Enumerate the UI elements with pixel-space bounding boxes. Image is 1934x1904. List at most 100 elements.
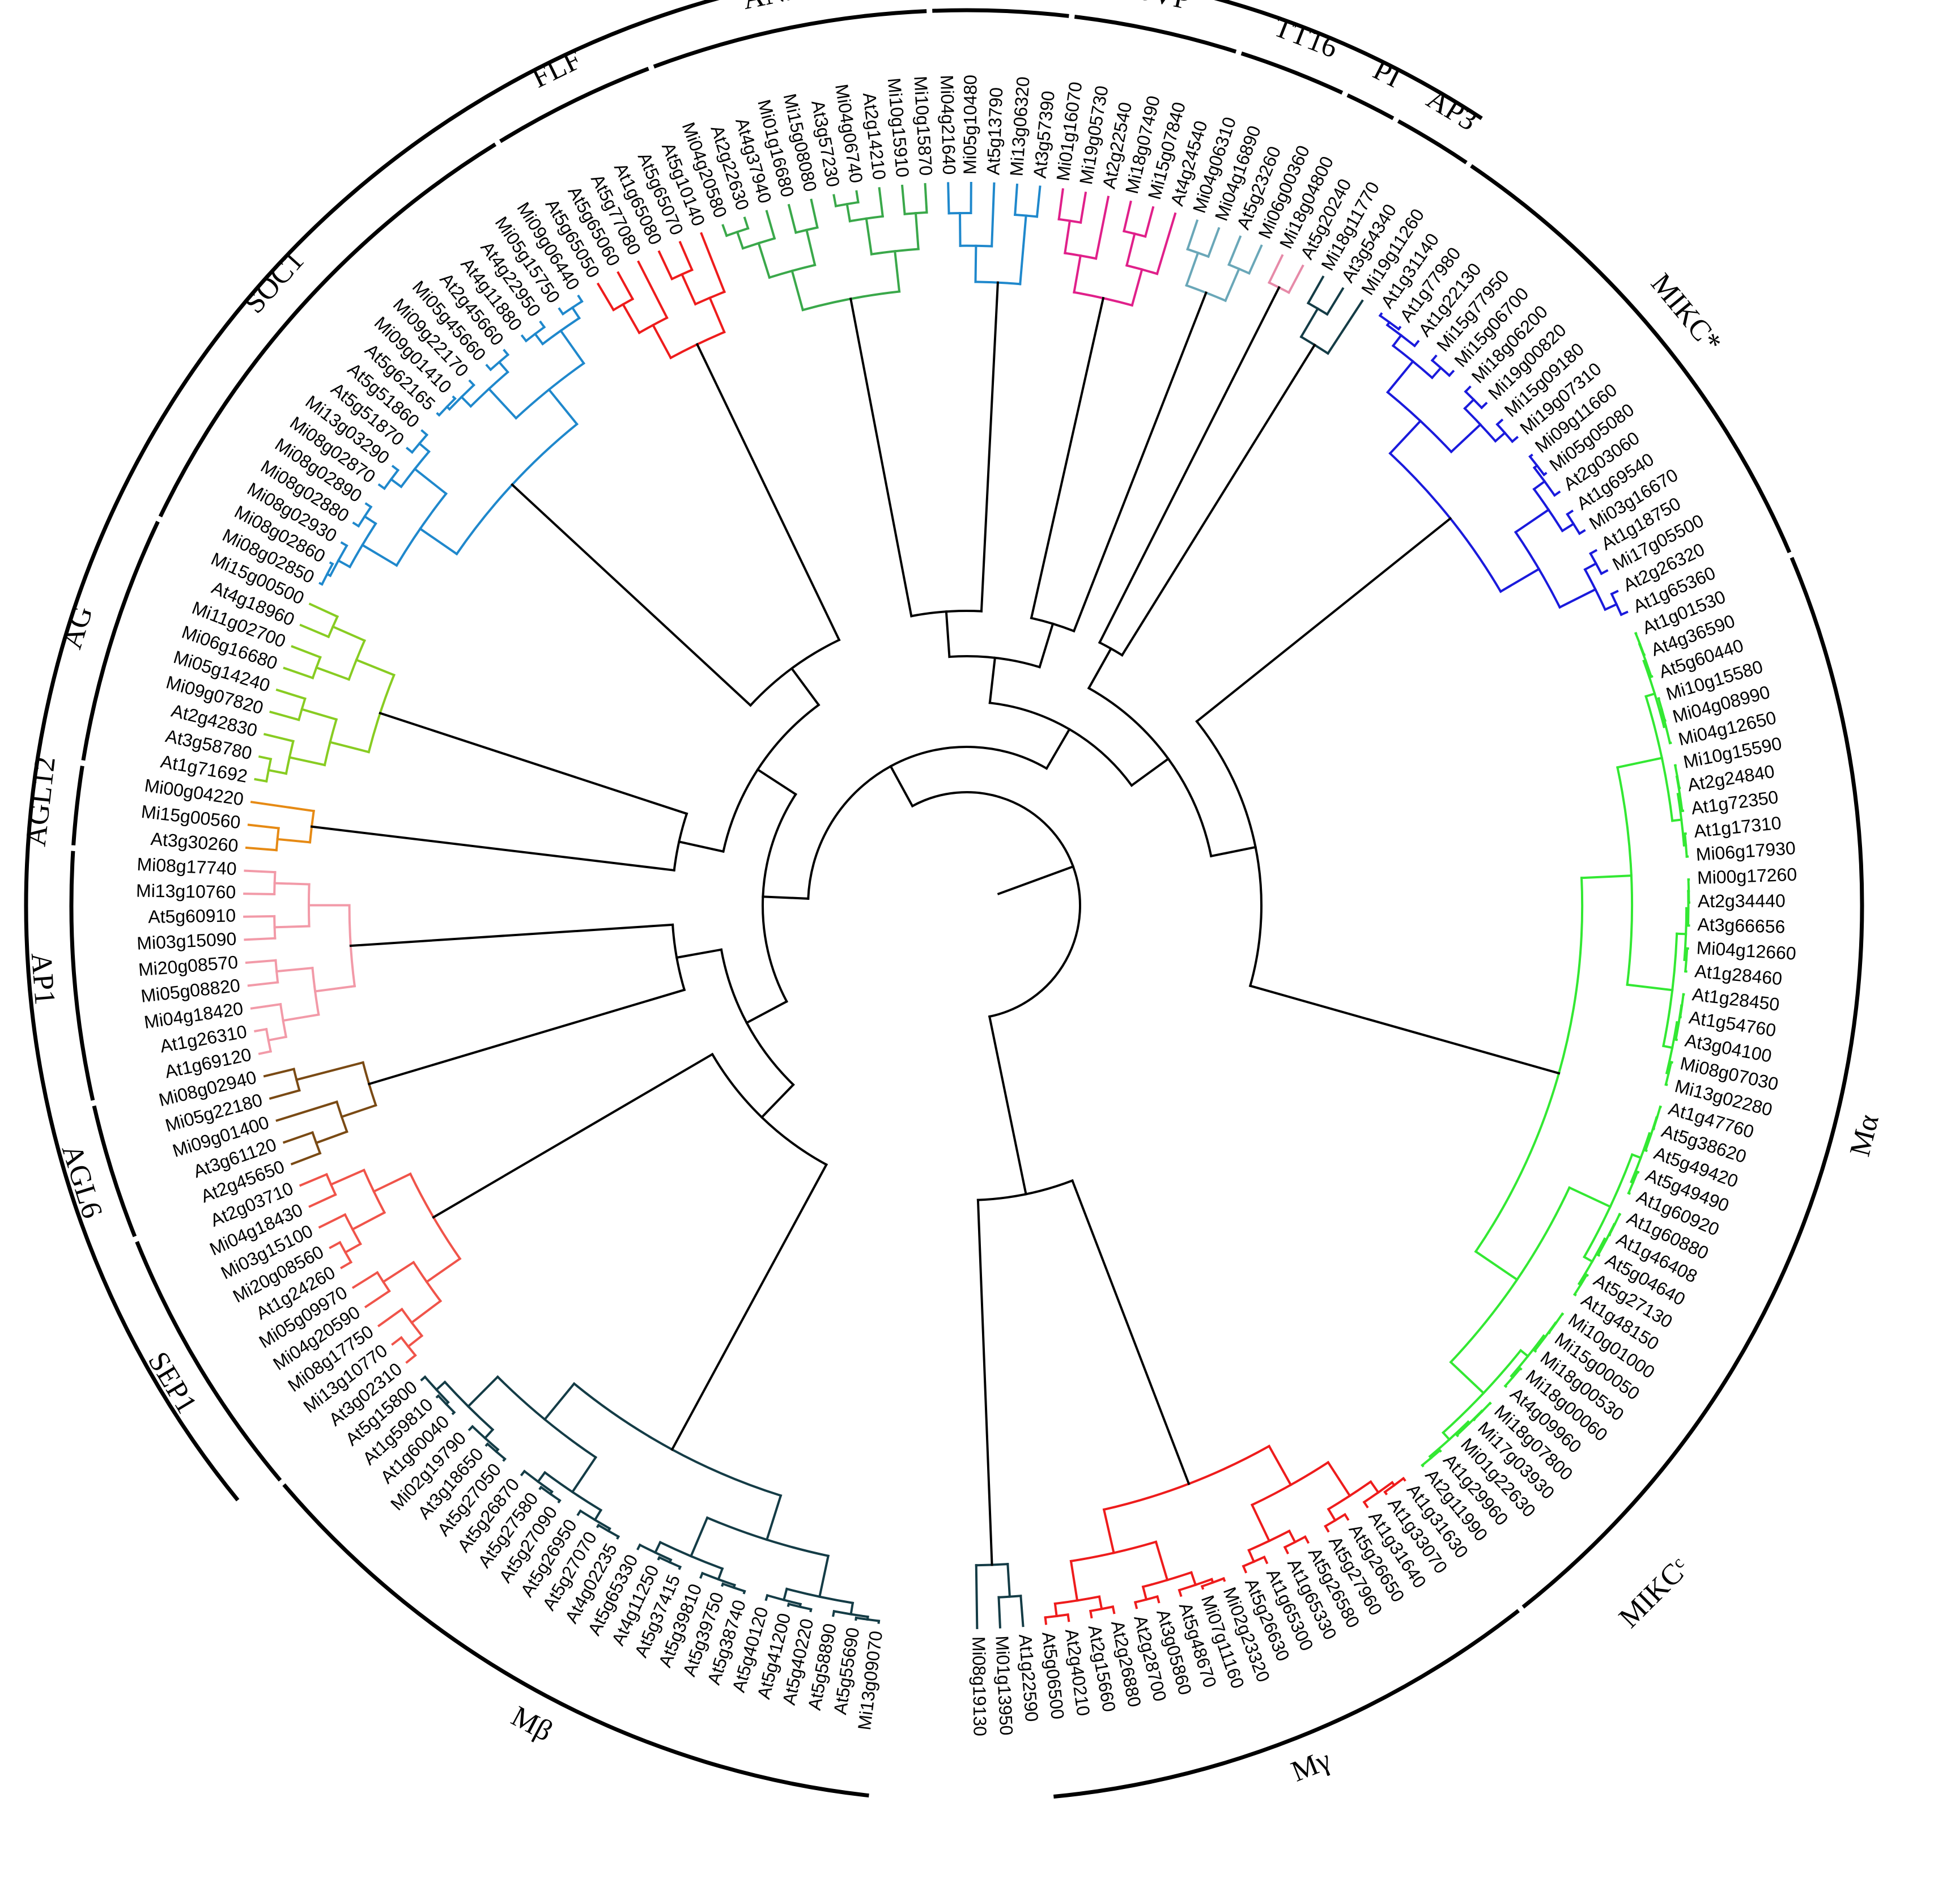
tree-branch	[1287, 1529, 1297, 1544]
tree-branch	[1064, 219, 1072, 254]
tree-branch	[762, 895, 810, 900]
tree-branch	[1125, 232, 1136, 267]
tree-leaf-labels: Mi13g09070At5g55690At5g58890At5g40220At5…	[136, 75, 1797, 1736]
tree-branch	[245, 846, 278, 852]
tree-branch	[1626, 983, 1674, 992]
tree-branch	[1019, 1595, 1025, 1627]
tree-branch	[1123, 200, 1132, 233]
tree-branch	[511, 483, 753, 707]
tree-branch	[1369, 1480, 1380, 1494]
tree-branch	[263, 1068, 295, 1078]
tree-branch	[670, 1163, 828, 1451]
tree-branch	[318, 1213, 347, 1229]
tree-branch	[310, 825, 675, 872]
tree-branch	[308, 1193, 337, 1208]
clade-arc-AGL12	[71, 766, 84, 845]
tree-branch	[1030, 296, 1105, 620]
tree-branch	[818, 1554, 830, 1599]
tree-branch	[1616, 756, 1664, 769]
tree-branch	[1514, 508, 1550, 534]
tree-branch	[290, 1151, 322, 1166]
tree-branch	[258, 1050, 273, 1055]
tree-branch	[1130, 268, 1144, 307]
tree-branch	[845, 202, 852, 223]
tree-branch	[247, 981, 279, 987]
tree-branch	[1247, 244, 1263, 275]
clade-arc-AP1	[69, 851, 95, 1101]
leaf-label: At5g60910	[148, 905, 236, 926]
tree-branch	[367, 988, 686, 1086]
tree-branch	[708, 296, 726, 334]
tree-branch	[1583, 1255, 1594, 1263]
tree-branch	[245, 959, 277, 964]
clade-arc-PI	[1346, 93, 1395, 120]
tree-branch	[743, 216, 750, 230]
tree-branch	[1630, 1153, 1643, 1159]
tree-branch	[340, 1103, 377, 1119]
tree-branch	[559, 329, 585, 365]
tree-branch	[273, 882, 311, 886]
tree-branch	[1206, 227, 1221, 258]
tree-branch	[1014, 183, 1019, 216]
tree-branch	[244, 869, 277, 874]
tree-branch	[1057, 188, 1064, 221]
tree-branch	[329, 1168, 365, 1187]
tree-branch	[810, 198, 819, 229]
leaf-label: Mi00g17260	[1697, 864, 1797, 888]
tree-branch	[988, 656, 997, 704]
tree-branch	[1053, 1602, 1058, 1618]
tree-branch	[1604, 602, 1618, 611]
clade-label-AG: AG	[56, 602, 99, 653]
clade-arc-Mgamma	[1053, 1609, 1520, 1799]
tree-branch	[787, 203, 797, 234]
tree-branch	[483, 1428, 495, 1440]
tree-branches	[243, 182, 1690, 1629]
tree-branch	[1186, 219, 1199, 251]
clade-arc-AG	[81, 521, 160, 761]
tree-branch	[865, 217, 873, 256]
tree-branch	[250, 1002, 282, 1010]
clade-arc-SVP	[1074, 15, 1237, 54]
clade-arc-SEP1	[135, 1240, 282, 1482]
tree-branch	[314, 666, 351, 681]
tree-branch	[1070, 1179, 1191, 1486]
clade-label-ANR1: ANR1	[740, 0, 822, 16]
tree-branch	[675, 948, 723, 959]
tree-branch	[894, 250, 901, 293]
tree-branch	[432, 1052, 714, 1219]
tree-branch	[736, 230, 745, 250]
tree-branch	[1006, 1562, 1011, 1598]
tree-branch	[360, 543, 398, 567]
tree-branch	[1035, 185, 1042, 218]
leaf-label: At5g13790	[983, 87, 1006, 175]
tree-branch	[1287, 264, 1304, 294]
tree-branch	[1299, 307, 1320, 339]
outer-arc-label: MIKCᶜ	[1613, 1552, 1695, 1634]
leaf-label: At1g28460	[1694, 960, 1783, 989]
tree-branch	[1391, 333, 1403, 347]
tree-branch	[314, 1130, 348, 1145]
tree-branch	[1644, 692, 1656, 698]
tree-branch	[533, 332, 545, 346]
tree-branch-arc	[911, 791, 1081, 1018]
leaf-label: Mi08g17740	[137, 854, 237, 879]
tree-branch	[974, 244, 977, 283]
tree-branch	[363, 515, 377, 525]
tree-branch	[1247, 1549, 1256, 1563]
tree-branch	[1209, 845, 1257, 858]
leaf-label: Mi03g15090	[137, 928, 237, 953]
tree-branch	[1144, 206, 1155, 238]
tree-branch	[313, 984, 356, 993]
tree-branch	[1045, 728, 1071, 770]
tree-branch	[418, 527, 458, 556]
tree-branch-arc	[807, 746, 1048, 900]
tree-branch	[980, 281, 1000, 613]
tree-branch	[291, 645, 322, 659]
tree-branch	[849, 1601, 855, 1616]
clade-label-Mgamma: Mγ	[1287, 1744, 1335, 1788]
tree-branch	[1662, 1044, 1674, 1049]
tree-branch	[1120, 343, 1316, 657]
tree-branch	[975, 1564, 979, 1629]
tree-branch	[269, 1089, 301, 1100]
tree-branch	[855, 190, 860, 204]
